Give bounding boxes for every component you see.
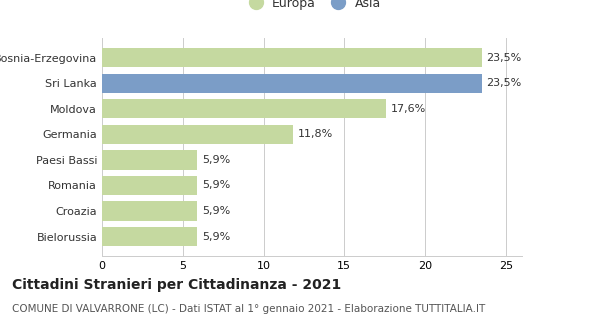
Bar: [102, 227, 197, 246]
Text: 17,6%: 17,6%: [391, 104, 427, 114]
Text: COMUNE DI VALVARRONE (LC) - Dati ISTAT al 1° gennaio 2021 - Elaborazione TUTTITA: COMUNE DI VALVARRONE (LC) - Dati ISTAT a…: [12, 304, 485, 314]
Bar: [102, 48, 482, 68]
Text: 23,5%: 23,5%: [487, 53, 522, 63]
Text: 23,5%: 23,5%: [487, 78, 522, 88]
Bar: [102, 150, 197, 170]
Bar: [102, 202, 197, 220]
Legend: Europa, Asia: Europa, Asia: [243, 0, 381, 10]
Text: 5,9%: 5,9%: [202, 155, 230, 165]
Text: Cittadini Stranieri per Cittadinanza - 2021: Cittadini Stranieri per Cittadinanza - 2…: [12, 278, 341, 292]
Text: 5,9%: 5,9%: [202, 180, 230, 190]
Text: 5,9%: 5,9%: [202, 232, 230, 242]
Bar: [102, 176, 197, 195]
Text: 11,8%: 11,8%: [298, 129, 333, 140]
Text: 5,9%: 5,9%: [202, 206, 230, 216]
Bar: [102, 125, 293, 144]
Bar: [102, 74, 482, 93]
Bar: [102, 99, 386, 118]
